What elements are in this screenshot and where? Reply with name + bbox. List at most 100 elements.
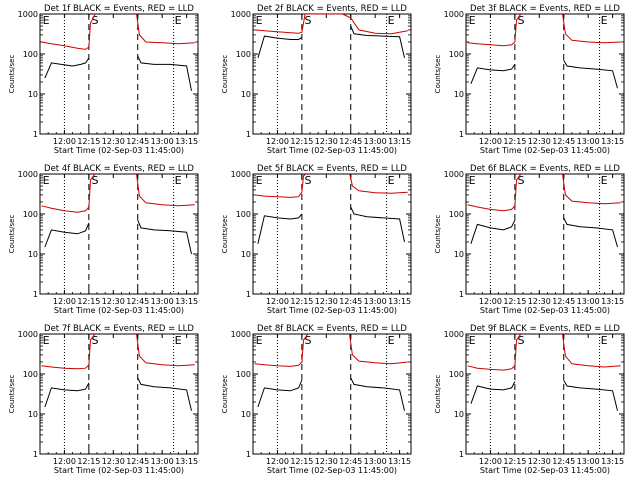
x-axis-label: Start Time (02-Sep-03 11:45:00): [54, 466, 184, 475]
x-tick-label: 12:15: [77, 457, 100, 466]
marker-label: S: [517, 334, 524, 347]
y-tick-label: 1: [459, 290, 464, 299]
lld-series-line: [349, 334, 408, 365]
plot-title: Det 1f BLACK = Events, RED = LLD: [44, 4, 194, 14]
y-tick-label: 1000: [18, 10, 38, 19]
plot-title: Det 5f BLACK = Events, RED = LLD: [257, 164, 407, 174]
y-tick-label: 10: [454, 410, 464, 419]
x-tick-label: 13:15: [601, 297, 624, 306]
x-tick-label: 12:45: [339, 457, 362, 466]
lld-series-line: [562, 14, 621, 44]
y-axis-label: Counts/sec: [434, 215, 442, 254]
plot-title: Det 4f BLACK = Events, RED = LLD: [44, 164, 194, 174]
plot-frame: [465, 13, 625, 135]
plot-title: Det 7f BLACK = Events, RED = LLD: [44, 324, 194, 334]
y-tick-label: 10: [454, 250, 464, 259]
marker-label: S: [304, 14, 311, 27]
x-tick-label: 13:00: [364, 137, 387, 146]
y-tick-label: 100: [23, 210, 38, 219]
y-tick-label: 1000: [444, 10, 464, 19]
events-series-line: [470, 381, 516, 404]
y-tick-label: 1000: [231, 170, 251, 179]
x-tick-label: 12:45: [552, 137, 575, 146]
y-tick-label: 100: [449, 370, 464, 379]
x-tick-label: 12:45: [126, 297, 149, 306]
marker-label: E: [256, 334, 263, 347]
x-tick-label: 13:00: [151, 457, 174, 466]
plot-frame: [465, 333, 625, 455]
marker-label: E: [388, 14, 395, 27]
marker-label: E: [43, 174, 50, 187]
lld-series-line: [136, 174, 195, 207]
lld-series-line: [254, 14, 408, 35]
x-axis-label: Start Time (02-Sep-03 11:45:00): [480, 146, 610, 155]
x-tick-label: 12:00: [53, 297, 76, 306]
x-tick-label: 12:30: [102, 297, 125, 306]
marker-label: E: [469, 174, 476, 187]
x-tick-label: 12:45: [339, 137, 362, 146]
y-tick-label: 1: [246, 450, 251, 459]
y-tick-label: 100: [236, 50, 251, 59]
x-tick-label: 12:30: [102, 457, 125, 466]
plot-title: Det 3f BLACK = Events, RED = LLD: [470, 4, 620, 14]
x-tick-label: 12:00: [479, 137, 502, 146]
y-tick-label: 10: [241, 410, 251, 419]
marker-label: S: [304, 334, 311, 347]
x-tick-label: 13:15: [388, 457, 411, 466]
lld-series-line: [136, 334, 195, 367]
y-tick-label: 10: [28, 250, 38, 259]
events-series-line: [563, 379, 618, 411]
y-tick-label: 100: [23, 370, 38, 379]
y-tick-label: 1: [459, 130, 464, 139]
marker-label: S: [91, 174, 98, 187]
detector-4-panel: Det 4f BLACK = Events, RED = LLD 1 10 100 10…: [8, 164, 199, 315]
detector-3-panel: Det 3f BLACK = Events, RED = LLD 1 10 100 10…: [434, 4, 625, 155]
marker-label: E: [43, 14, 50, 27]
x-tick-label: 12:00: [266, 457, 289, 466]
x-tick-label: 13:15: [175, 137, 198, 146]
detector-7-panel: Det 7f BLACK = Events, RED = LLD 1 10 100 10…: [8, 324, 199, 475]
plot-title: Det 6f BLACK = Events, RED = LLD: [470, 164, 620, 174]
y-tick-label: 1000: [18, 170, 38, 179]
x-tick-label: 12:45: [552, 297, 575, 306]
y-tick-label: 10: [28, 410, 38, 419]
x-axis-label: Start Time (02-Sep-03 11:45:00): [480, 306, 610, 315]
marker-label: E: [175, 174, 182, 187]
y-tick-label: 1000: [18, 330, 38, 339]
x-tick-label: 12:30: [528, 297, 551, 306]
x-tick-label: 12:00: [479, 457, 502, 466]
y-axis-label: Counts/sec: [434, 375, 442, 414]
y-tick-label: 1: [246, 290, 251, 299]
x-tick-label: 12:30: [528, 137, 551, 146]
lld-series-line: [467, 174, 522, 212]
lld-series-line: [41, 174, 96, 213]
marker-label: S: [304, 174, 311, 187]
marker-label: E: [256, 174, 263, 187]
plot-title: Det 2f BLACK = Events, RED = LLD: [257, 4, 407, 14]
plot-frame: [252, 173, 412, 295]
y-tick-label: 1: [33, 130, 38, 139]
x-tick-label: 12:30: [528, 457, 551, 466]
events-series-line: [470, 219, 516, 244]
plot-frame: [39, 13, 199, 135]
plot-frame: [465, 173, 625, 295]
y-tick-label: 10: [241, 90, 251, 99]
x-tick-label: 13:15: [601, 137, 624, 146]
marker-label: S: [517, 174, 524, 187]
lld-series-line: [467, 14, 522, 47]
y-tick-label: 100: [23, 50, 38, 59]
x-tick-label: 12:45: [552, 457, 575, 466]
marker-label: E: [601, 14, 608, 27]
y-tick-label: 1: [33, 290, 38, 299]
y-tick-label: 10: [28, 90, 38, 99]
events-series-line: [257, 380, 303, 408]
events-series-line: [44, 222, 90, 248]
y-axis-label: Counts/sec: [221, 375, 229, 414]
y-tick-label: 1: [246, 130, 251, 139]
events-series-line: [257, 213, 303, 244]
lld-series-line: [41, 334, 96, 370]
x-axis-label: Start Time (02-Sep-03 11:45:00): [54, 306, 184, 315]
marker-label: S: [91, 14, 98, 27]
x-tick-label: 12:00: [266, 297, 289, 306]
plot-title: Det 9f BLACK = Events, RED = LLD: [470, 324, 620, 334]
